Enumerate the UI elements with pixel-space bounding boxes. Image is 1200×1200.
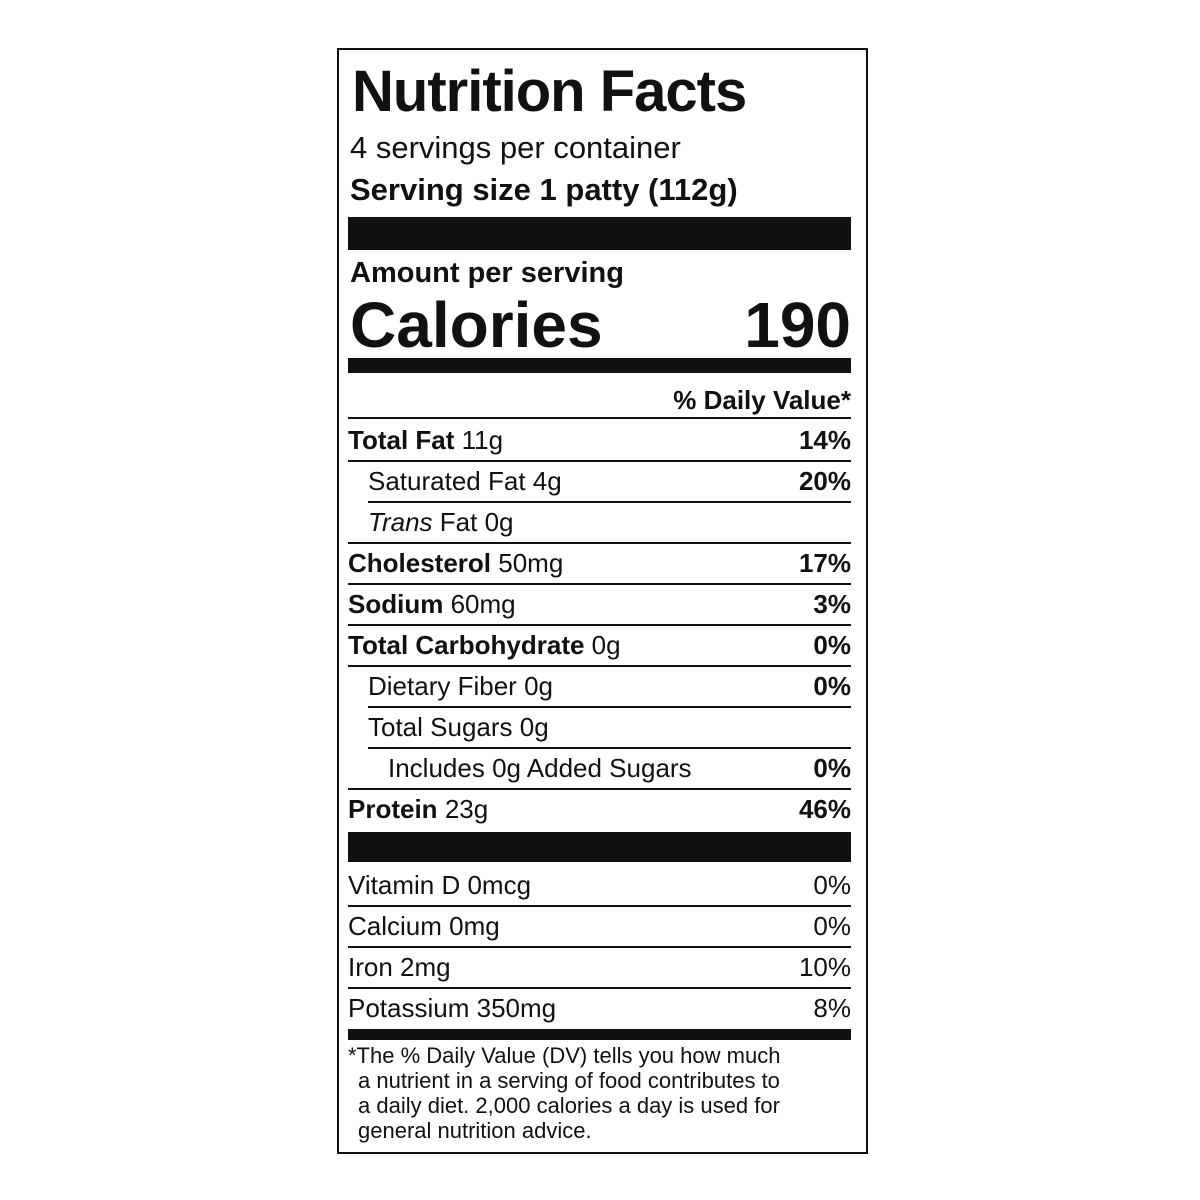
nutrient-row: Iron 2mg 10% xyxy=(348,947,851,988)
nutrient-amount: 11g xyxy=(461,425,504,455)
divider xyxy=(368,747,851,749)
divider xyxy=(348,542,851,544)
nutrient-text: Total Fat 11g xyxy=(348,425,503,455)
daily-value: 0% xyxy=(813,870,851,900)
title: Nutrition Facts xyxy=(352,59,747,124)
nutrient-text: Total Carbohydrate 0g xyxy=(348,630,621,660)
thick-bar xyxy=(348,217,851,250)
nutrient-amount: 350mg xyxy=(476,993,557,1023)
nutrient-row: Total Carbohydrate 0g 0% xyxy=(348,625,851,666)
daily-value: 0% xyxy=(813,911,851,941)
nutrient-name: Fat xyxy=(439,507,478,537)
daily-value: 0% xyxy=(813,630,851,660)
nutrient-row: Includes 0g Added Sugars 0% xyxy=(348,748,851,789)
footnote-line: general nutrition advice. xyxy=(358,1118,592,1143)
divider xyxy=(348,460,851,462)
nutrient-amount: 0g xyxy=(519,712,549,742)
nutrient-row: Total Sugars 0g xyxy=(348,707,851,748)
nutrient-name: Total Fat xyxy=(348,425,455,455)
daily-value: 20% xyxy=(798,466,851,496)
nutrient-text: Saturated Fat 4g xyxy=(368,466,562,496)
nutrient-row: Total Fat 11g 14% xyxy=(348,420,851,461)
nutrient-amount: 0mcg xyxy=(467,870,532,900)
divider xyxy=(348,788,851,790)
nutrient-name: Iron xyxy=(348,952,393,982)
nutrient-row: Sodium 60mg 3% xyxy=(348,584,851,625)
nutrient-name: Dietary Fiber xyxy=(368,671,517,701)
divider xyxy=(348,417,851,419)
nutrient-name: Protein xyxy=(348,794,438,824)
serving-size: Serving size 1 patty (112g) xyxy=(350,172,738,207)
dv-header: % Daily Value* xyxy=(673,385,851,415)
nutrient-text: Protein 23g xyxy=(348,794,488,824)
footnote-line: a daily diet. 2,000 calories a day is us… xyxy=(358,1093,780,1118)
daily-value: 14% xyxy=(798,425,851,455)
divider xyxy=(368,501,851,503)
daily-value: 3% xyxy=(813,589,851,619)
daily-value: 10% xyxy=(798,952,851,982)
nutrient-row: Saturated Fat 4g 20% xyxy=(348,461,851,502)
divider xyxy=(348,583,851,585)
divider xyxy=(348,946,851,948)
nutrient-text: Vitamin D 0mcg xyxy=(348,870,531,900)
servings: 4 servings per container xyxy=(350,130,681,165)
nutrient-name: Saturated Fat xyxy=(368,466,526,496)
nutrient-text: Cholesterol 50mg xyxy=(348,548,563,578)
nutrient-name: Potassium xyxy=(348,993,470,1023)
nutrient-row: Dietary Fiber 0g 0% xyxy=(348,666,851,707)
daily-value: 46% xyxy=(798,794,851,824)
nutrient-row: Vitamin D 0mcg 0% xyxy=(348,865,851,906)
divider xyxy=(348,624,851,626)
nutrient-amount: 50mg xyxy=(498,548,564,578)
divider xyxy=(348,905,851,907)
daily-value: 0% xyxy=(813,753,851,783)
calories-label: Calories xyxy=(350,289,603,361)
nutrient-row: Cholesterol 50mg 17% xyxy=(348,543,851,584)
thick-bar xyxy=(348,832,851,862)
amount-per-serving: Amount per serving xyxy=(350,257,624,289)
divider xyxy=(348,987,851,989)
daily-value: 8% xyxy=(813,993,851,1023)
calories-value: 190 xyxy=(744,289,851,361)
nutrient-name: Calcium xyxy=(348,911,442,941)
nutrient-amount: 60mg xyxy=(450,589,516,619)
daily-value: 17% xyxy=(798,548,851,578)
footnote-line: a nutrient in a serving of food contribu… xyxy=(358,1068,780,1093)
nutrient-row: Calcium 0mg 0% xyxy=(348,906,851,947)
nutrient-amount: 0g xyxy=(484,507,514,537)
nutrient-amount: 0g xyxy=(591,630,621,660)
nutrient-name: Vitamin D xyxy=(348,870,461,900)
footnote-line: *The % Daily Value (DV) tells you how mu… xyxy=(348,1043,781,1068)
nutrient-name: Cholesterol xyxy=(348,548,492,578)
nutrient-amount: 0mg xyxy=(449,911,500,941)
nutrient-row: Potassium 350mg 8% xyxy=(348,988,851,1029)
divider xyxy=(368,706,851,708)
nutrient-name: Sodium xyxy=(348,589,444,619)
daily-value: 0% xyxy=(813,671,851,701)
nutrient-text: Includes 0g Added Sugars xyxy=(388,753,692,783)
nutrient-text: Iron 2mg xyxy=(348,952,451,982)
nutrient-text: Dietary Fiber 0g xyxy=(368,671,553,701)
nutrient-amount: 23g xyxy=(444,794,489,824)
nutrient-amount: 2mg xyxy=(400,952,451,982)
divider xyxy=(348,665,851,667)
nutrient-name: Total Sugars xyxy=(368,712,513,742)
nutrient-text: Potassium 350mg xyxy=(348,993,556,1023)
nutrient-text: Trans Fat 0g xyxy=(368,507,514,537)
nutrient-amount: 0g xyxy=(524,671,553,701)
nutrient-name: Includes 0g Added Sugars xyxy=(388,753,692,783)
nutrient-row: Trans Fat 0g xyxy=(348,502,851,543)
medium-bar xyxy=(348,358,851,373)
nutrient-row: Protein 23g 46% xyxy=(348,789,851,830)
nutrient-text: Total Sugars 0g xyxy=(368,712,549,742)
nutrient-amount: 4g xyxy=(532,466,562,496)
nutrient-text: Calcium 0mg xyxy=(348,911,500,941)
medium-bar xyxy=(348,1029,851,1040)
nutrient-name: Total Carbohydrate xyxy=(348,630,585,660)
nutrient-text: Sodium 60mg xyxy=(348,589,516,619)
nutrient-name-italic: Trans xyxy=(368,507,433,537)
